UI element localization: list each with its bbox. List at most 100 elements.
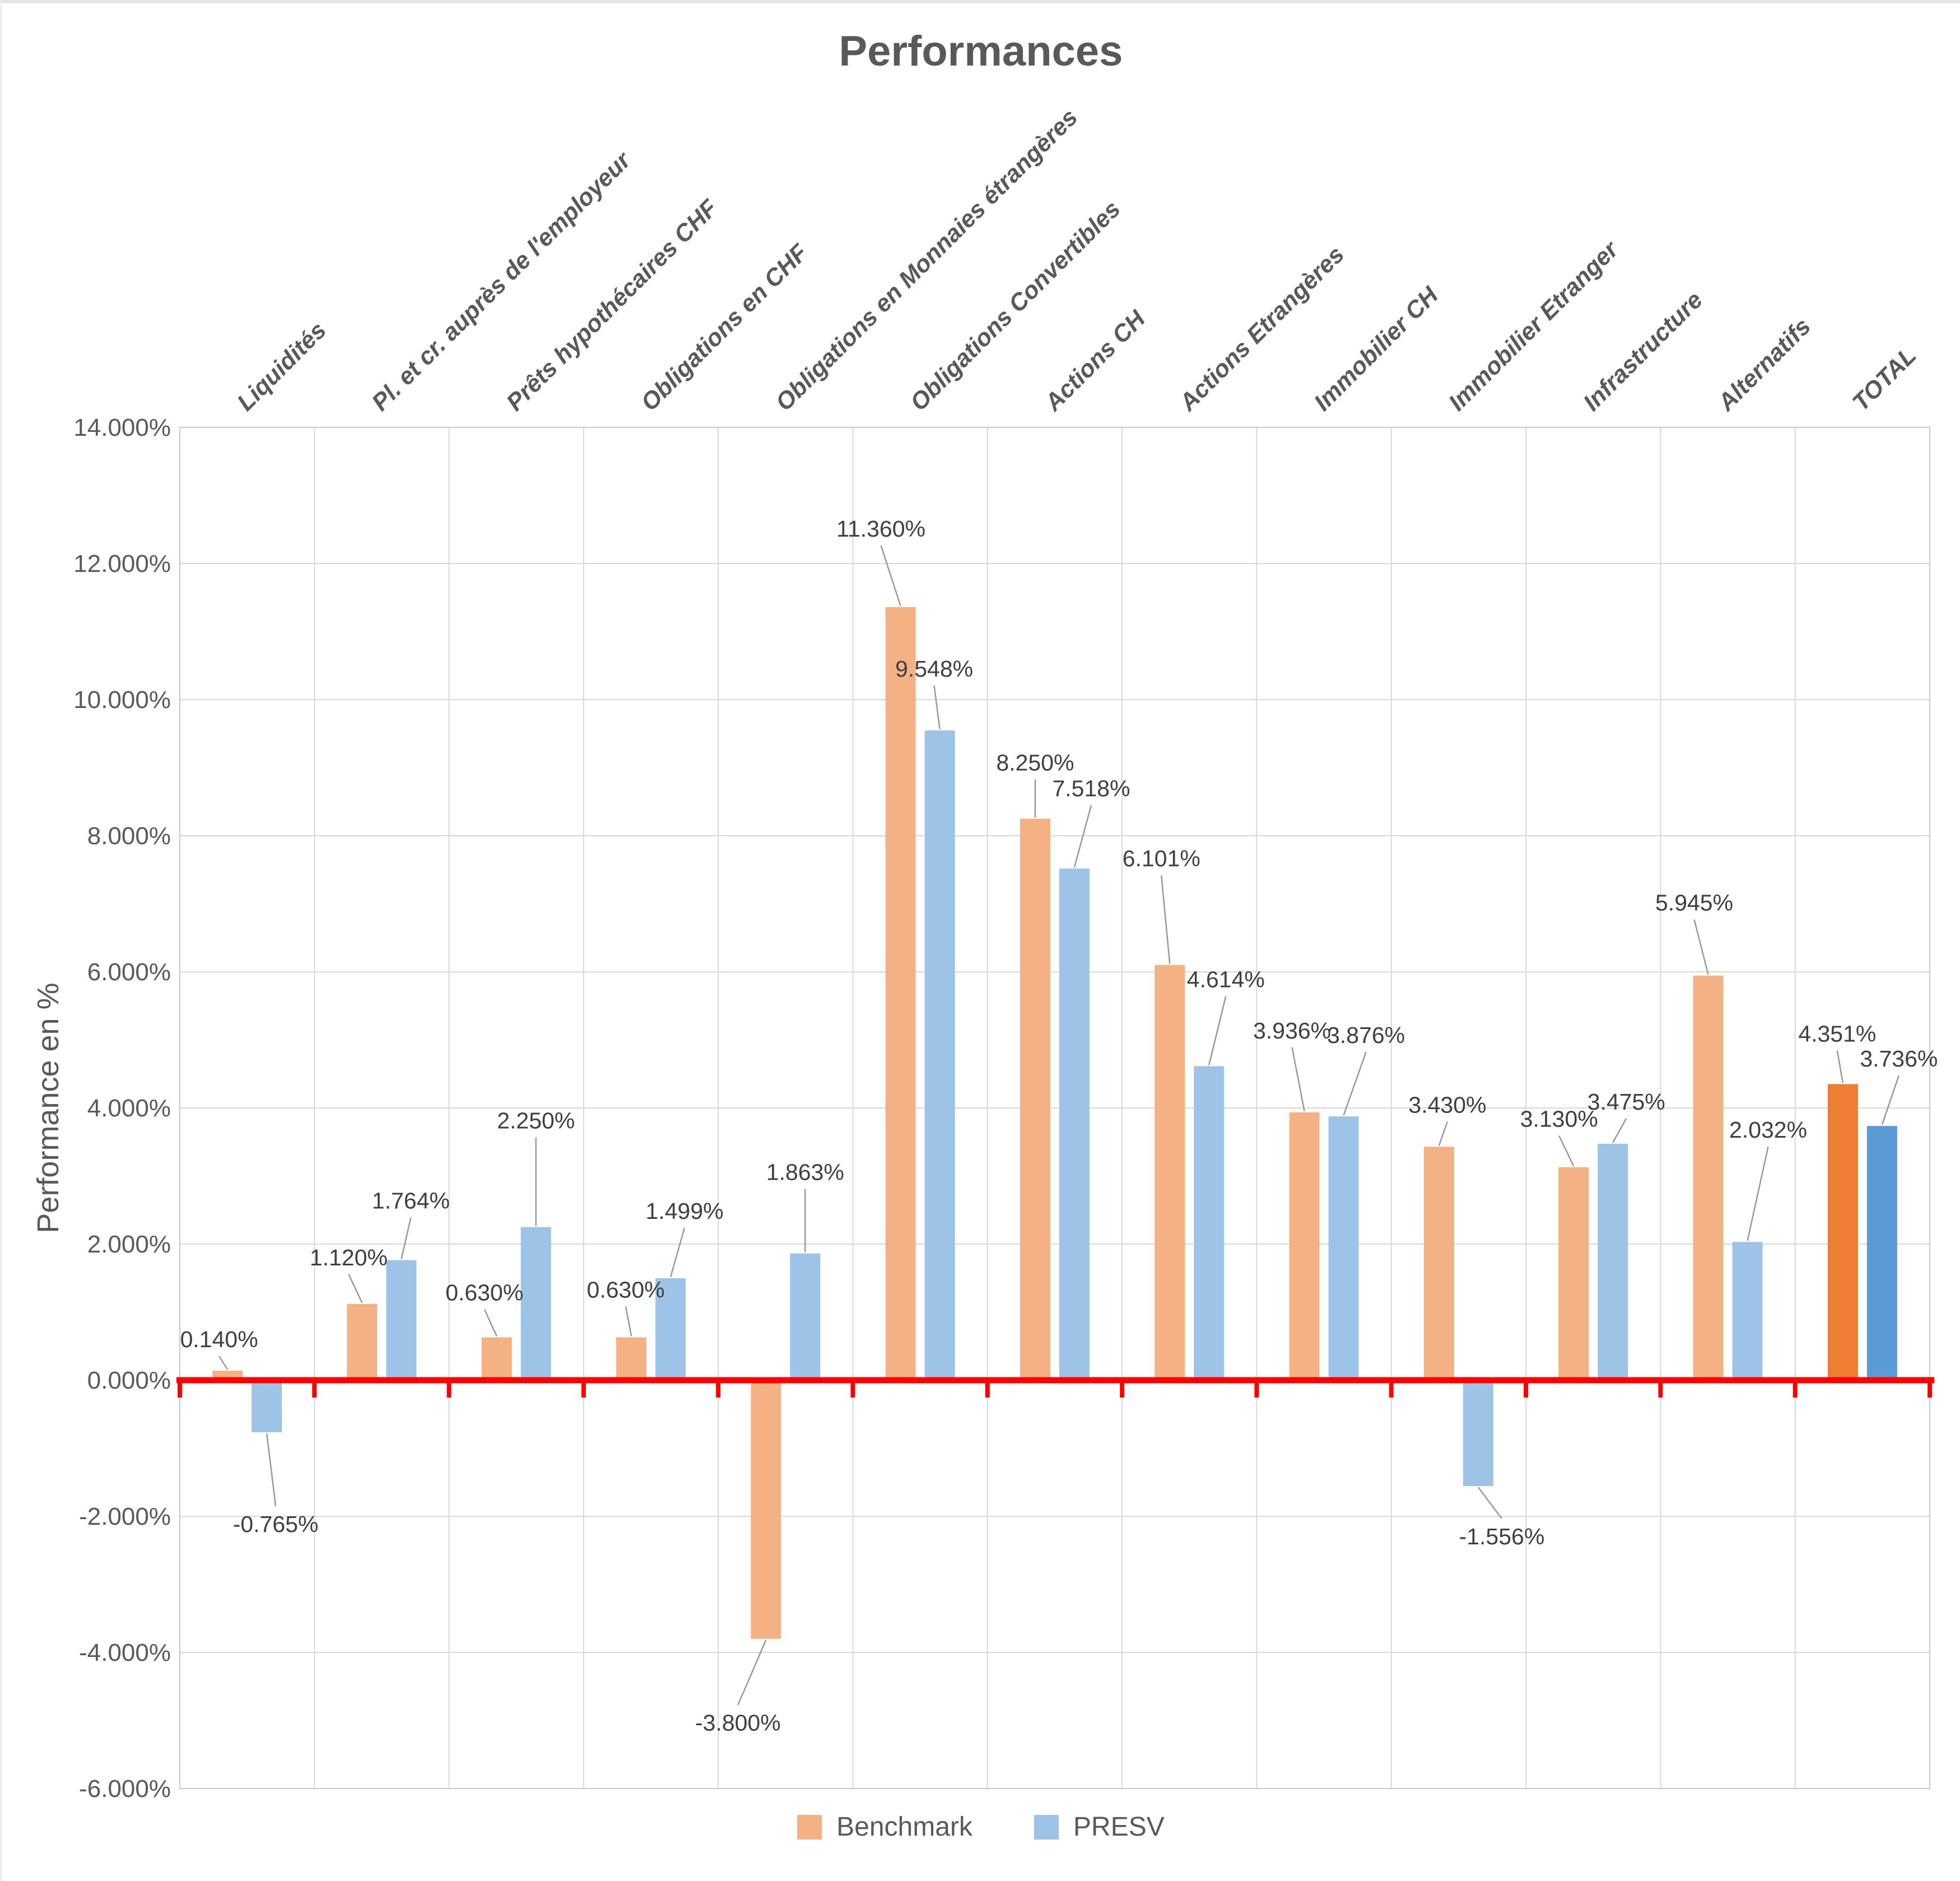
zero-axis-tick xyxy=(446,1383,451,1398)
chart-title: Performances xyxy=(839,27,1123,75)
bar-benchmark xyxy=(885,607,916,1380)
label-leader-line xyxy=(1073,805,1092,868)
data-label: 3.130% xyxy=(1520,1106,1598,1132)
label-leader-line xyxy=(1881,1075,1900,1125)
bar-benchmark xyxy=(1423,1147,1454,1380)
data-label: 0.630% xyxy=(445,1279,523,1305)
zero-axis-tick xyxy=(1793,1383,1798,1398)
label-leader-line xyxy=(1161,875,1171,964)
label-leader-line xyxy=(933,685,941,730)
bar-presv xyxy=(1328,1116,1359,1380)
category-labels: Liquidités Pl. et cr. auprès de l'employe… xyxy=(232,104,1921,416)
zero-axis-tick xyxy=(850,1383,855,1398)
y-tick-label: 8.000% xyxy=(87,822,171,850)
y-tick-label: 6.000% xyxy=(87,958,171,986)
data-label: 8.250% xyxy=(996,750,1074,776)
y-tick-labels: 14.000% 12.000% 10.000% 8.000% 6.000% 4.000% 2… xyxy=(73,414,171,1803)
label-leader-line xyxy=(401,1217,412,1259)
zero-axis-tick xyxy=(716,1383,721,1398)
y-tick-label: 2.000% xyxy=(87,1231,171,1258)
y-tick-label: 0.000% xyxy=(87,1367,171,1394)
data-label: -0.765% xyxy=(233,1511,319,1537)
bar-benchmark xyxy=(1827,1084,1858,1380)
data-label: 0.630% xyxy=(587,1277,665,1302)
label-leader-line xyxy=(483,1309,497,1337)
data-label: 1.764% xyxy=(372,1188,450,1214)
data-label: 3.475% xyxy=(1587,1089,1665,1115)
y-tick-label: -4.000% xyxy=(79,1639,171,1666)
plot-border xyxy=(179,427,1930,1789)
zero-axis-tick xyxy=(1120,1383,1125,1398)
label-leader-line xyxy=(1291,1047,1305,1112)
data-label: 3.876% xyxy=(1327,1022,1405,1048)
label-leader-line xyxy=(1477,1487,1502,1519)
category-label: Obligations en Monnaies étrangères xyxy=(771,104,1083,416)
data-label: 5.945% xyxy=(1655,890,1733,916)
label-leader-line xyxy=(1208,996,1227,1065)
bar-benchmark xyxy=(1558,1167,1589,1380)
label-leader-line xyxy=(348,1274,363,1303)
category-label: Alternatifs xyxy=(1712,313,1816,417)
category-label: Immobilier CH xyxy=(1309,281,1444,416)
label-leader-line xyxy=(218,1356,229,1370)
category-label: Pl. et cr. auprès de l'employeur xyxy=(367,146,637,416)
bar-benchmark xyxy=(481,1337,512,1380)
bar-presv xyxy=(924,730,955,1380)
legend-item-benchmark: Benchmark xyxy=(797,1812,972,1842)
category-label: Actions CH xyxy=(1039,305,1151,417)
label-leader-line xyxy=(266,1433,277,1507)
zero-axis-tick xyxy=(1658,1383,1663,1398)
category-label: Prêts hypothécaires CHF xyxy=(501,194,724,416)
y-tick-label: 4.000% xyxy=(87,1095,171,1122)
bar-presv xyxy=(252,1380,282,1432)
label-leader-line xyxy=(737,1640,767,1706)
data-label: 1.863% xyxy=(766,1160,844,1185)
bar-presv xyxy=(655,1278,686,1380)
zero-axis-tick xyxy=(581,1383,586,1398)
data-label: 1.499% xyxy=(646,1198,724,1224)
legend-swatch-icon xyxy=(797,1814,822,1840)
label-leader-line xyxy=(1558,1135,1575,1167)
y-tick-label: 10.000% xyxy=(73,686,171,714)
y-tick-label: -2.000% xyxy=(79,1503,171,1530)
data-label: 4.614% xyxy=(1187,966,1265,992)
legend: Benchmark PRESV xyxy=(2,1812,1960,1842)
bar-presv xyxy=(386,1260,417,1380)
data-label: 11.360% xyxy=(836,516,925,542)
data-labels: 0.140% 1.120% 0.630% 0.630% -3.800% 11.360% 8.… xyxy=(180,516,1938,1736)
category-label: Liquidités xyxy=(232,317,332,417)
zero-axis-tick xyxy=(1254,1383,1259,1398)
data-label: 1.120% xyxy=(310,1245,388,1270)
bar-presv xyxy=(1194,1066,1225,1380)
bar-benchmark xyxy=(1154,965,1185,1380)
zero-axis-tick xyxy=(1524,1383,1529,1398)
category-label: Obligations Convertibles xyxy=(905,195,1126,416)
legend-swatch-icon xyxy=(1034,1814,1059,1840)
data-label: 7.518% xyxy=(1052,776,1130,802)
leader-lines xyxy=(218,545,1900,1706)
bar-presv xyxy=(1598,1143,1628,1380)
zero-axis-tick xyxy=(985,1383,990,1398)
label-leader-line xyxy=(1438,1121,1449,1146)
label-leader-line xyxy=(625,1306,632,1337)
data-label: 3.936% xyxy=(1253,1018,1331,1044)
label-leader-line xyxy=(1612,1118,1627,1143)
zero-axis-tick xyxy=(1928,1383,1932,1398)
zero-axis-tick xyxy=(312,1383,317,1398)
label-leader-line xyxy=(1836,1050,1844,1083)
y-tick-label: 14.000% xyxy=(73,414,171,441)
data-label: 4.351% xyxy=(1798,1021,1876,1046)
bar-presv xyxy=(1059,868,1090,1380)
bar-benchmark xyxy=(347,1303,378,1380)
data-label: 2.032% xyxy=(1729,1117,1807,1143)
label-leader-line xyxy=(1693,919,1709,975)
legend-label: PRESV xyxy=(1073,1812,1165,1842)
bar-presv xyxy=(520,1227,551,1380)
category-label: Infrastructure xyxy=(1578,286,1708,416)
gridlines xyxy=(179,427,1930,1789)
bars xyxy=(212,607,1897,1639)
legend-item-presv: PRESV xyxy=(1034,1812,1165,1842)
label-leader-line xyxy=(669,1227,686,1278)
bar-benchmark xyxy=(1693,975,1724,1380)
data-label: -1.556% xyxy=(1459,1524,1545,1549)
